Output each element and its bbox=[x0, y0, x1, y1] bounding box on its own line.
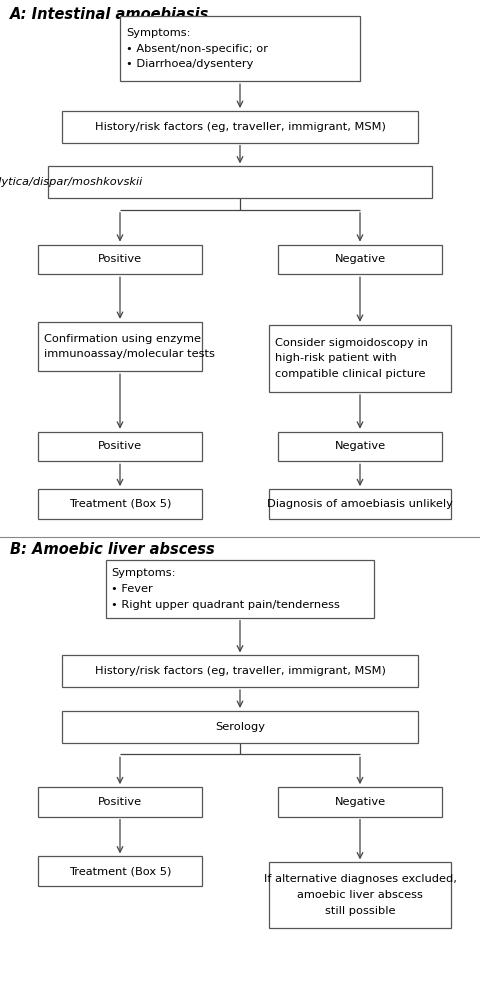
Text: Symptoms:: Symptoms: bbox=[111, 568, 176, 578]
Text: Negative: Negative bbox=[335, 254, 385, 264]
Text: immunoassay/molecular tests: immunoassay/molecular tests bbox=[44, 349, 215, 359]
Text: Treatment (Box 5): Treatment (Box 5) bbox=[69, 866, 171, 876]
Bar bbox=[38, 489, 202, 519]
Bar bbox=[38, 856, 202, 886]
Text: • Right upper quadrant pain/tenderness: • Right upper quadrant pain/tenderness bbox=[111, 600, 340, 610]
Bar bbox=[38, 432, 202, 461]
Text: Negative: Negative bbox=[335, 797, 385, 807]
Text: Negative: Negative bbox=[335, 442, 385, 451]
Text: Diagnosis of amoebiasis unlikely: Diagnosis of amoebiasis unlikely bbox=[267, 499, 453, 509]
Bar bbox=[269, 489, 451, 519]
Bar bbox=[38, 245, 202, 274]
Text: Symptoms:: Symptoms: bbox=[126, 28, 190, 38]
Text: high-risk patient with: high-risk patient with bbox=[275, 353, 396, 363]
Bar bbox=[120, 16, 360, 81]
Text: Treatment (Box 5): Treatment (Box 5) bbox=[69, 499, 171, 509]
Text: Confirmation using enzyme: Confirmation using enzyme bbox=[44, 334, 201, 344]
Text: • Fever: • Fever bbox=[111, 584, 153, 594]
Text: If alternative diagnoses excluded,: If alternative diagnoses excluded, bbox=[264, 874, 456, 884]
Text: • Diarrhoea/dysentery: • Diarrhoea/dysentery bbox=[126, 59, 253, 69]
Text: Positive: Positive bbox=[98, 442, 142, 451]
Bar bbox=[278, 245, 442, 274]
Bar bbox=[48, 166, 432, 198]
Text: Positive: Positive bbox=[98, 797, 142, 807]
Bar bbox=[62, 655, 418, 687]
Text: A: Intestinal amoebiasis: A: Intestinal amoebiasis bbox=[10, 7, 209, 22]
Text: History/risk factors (eg, traveller, immigrant, MSM): History/risk factors (eg, traveller, imm… bbox=[95, 666, 385, 676]
Bar bbox=[62, 711, 418, 742]
Text: • Absent/non-specific; or: • Absent/non-specific; or bbox=[126, 44, 268, 53]
Text: compatible clinical picture: compatible clinical picture bbox=[275, 369, 425, 379]
Bar bbox=[38, 787, 202, 817]
Bar bbox=[106, 560, 374, 618]
Text: History/risk factors (eg, traveller, immigrant, MSM): History/risk factors (eg, traveller, imm… bbox=[95, 122, 385, 132]
Text: E. histolytica/dispar/moshkovskii: E. histolytica/dispar/moshkovskii bbox=[0, 177, 142, 187]
Bar bbox=[278, 787, 442, 817]
Bar bbox=[269, 862, 451, 928]
Bar bbox=[269, 325, 451, 392]
Text: Serology: Serology bbox=[215, 722, 265, 732]
Bar bbox=[38, 322, 202, 371]
Text: still possible: still possible bbox=[325, 906, 395, 916]
Text: Positive: Positive bbox=[98, 254, 142, 264]
Bar bbox=[62, 111, 418, 143]
Text: B: Amoebic liver abscess: B: Amoebic liver abscess bbox=[10, 542, 215, 556]
Text: Consider sigmoidoscopy in: Consider sigmoidoscopy in bbox=[275, 338, 428, 347]
Bar bbox=[278, 432, 442, 461]
Text: amoebic liver abscess: amoebic liver abscess bbox=[297, 890, 423, 900]
